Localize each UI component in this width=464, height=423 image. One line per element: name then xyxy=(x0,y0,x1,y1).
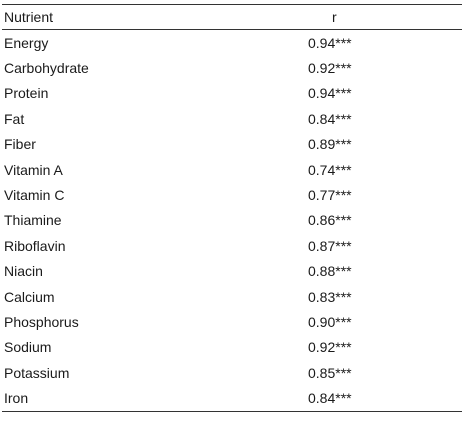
correlation-value: 0.94*** xyxy=(308,34,352,51)
nutrient-name: Vitamin C xyxy=(4,187,65,204)
nutrient-name: Carbohydrate xyxy=(4,60,89,77)
correlation-value: 0.87*** xyxy=(308,237,352,254)
nutrient-name: Fiber xyxy=(4,136,36,153)
table-row: Phosphorus 0.90*** xyxy=(2,309,462,334)
table-row: Fat 0.84*** xyxy=(2,106,462,131)
table-row: Protein 0.94*** xyxy=(2,81,462,106)
nutrient-name: Energy xyxy=(4,34,49,51)
table-row: Niacin 0.88*** xyxy=(2,259,462,284)
table-row: Potassium 0.85*** xyxy=(2,360,462,385)
table-row: Carbohydrate 0.92*** xyxy=(2,55,462,80)
table-row: Thiamine 0.86*** xyxy=(2,208,462,233)
nutrient-name: Calcium xyxy=(4,288,55,305)
nutrient-name: Iron xyxy=(4,390,29,407)
nutrient-name: Riboflavin xyxy=(4,237,66,254)
table-row: Vitamin C 0.77*** xyxy=(2,182,462,207)
nutrient-name: Phosphorus xyxy=(4,313,79,330)
table-body: Energy 0.94*** Carbohydrate 0.92*** Protein 0… xyxy=(2,30,462,412)
table-header: Nutrient r xyxy=(2,4,462,30)
header-r: r xyxy=(332,9,337,25)
header-nutrient: Nutrient xyxy=(4,9,54,25)
header-row: Nutrient r xyxy=(2,4,462,30)
nutrient-name: Thiamine xyxy=(4,212,62,229)
correlation-table-container: Nutrient r Energy 0.94*** Carbohydrate 0.92… xyxy=(2,4,462,412)
correlation-value: 0.83*** xyxy=(308,288,352,305)
table-row: Iron 0.84*** xyxy=(2,385,462,412)
nutrient-name: Vitamin A xyxy=(4,161,63,178)
nutrient-name: Niacin xyxy=(4,263,43,280)
nutrient-name: Fat xyxy=(4,110,25,127)
nutrient-correlation-table: Nutrient r Energy 0.94*** Carbohydrate 0.92… xyxy=(2,4,462,412)
nutrient-name: Potassium xyxy=(4,364,70,381)
table-row: Sodium 0.92*** xyxy=(2,335,462,360)
correlation-value: 0.74*** xyxy=(308,161,352,178)
correlation-value: 0.84*** xyxy=(308,110,352,127)
correlation-value: 0.89*** xyxy=(308,136,352,153)
table-row: Fiber 0.89*** xyxy=(2,132,462,157)
table-row: Riboflavin 0.87*** xyxy=(2,233,462,258)
table-row: Vitamin A 0.74*** xyxy=(2,157,462,182)
correlation-value: 0.77*** xyxy=(308,187,352,204)
table-row: Calcium 0.83*** xyxy=(2,284,462,309)
table-row: Energy 0.94*** xyxy=(2,30,462,56)
correlation-value: 0.92*** xyxy=(308,339,352,356)
correlation-value: 0.84*** xyxy=(308,390,352,407)
correlation-value: 0.86*** xyxy=(308,212,352,229)
correlation-value: 0.94*** xyxy=(308,85,352,102)
correlation-value: 0.92*** xyxy=(308,60,352,77)
nutrient-name: Protein xyxy=(4,85,49,102)
correlation-value: 0.88*** xyxy=(308,263,352,280)
correlation-value: 0.85*** xyxy=(308,364,352,381)
nutrient-name: Sodium xyxy=(4,339,52,356)
correlation-value: 0.90*** xyxy=(308,313,352,330)
